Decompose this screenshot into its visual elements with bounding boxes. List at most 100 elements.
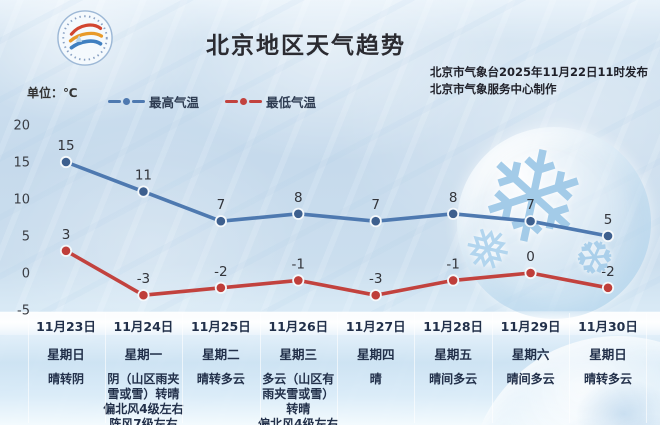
high-temp-point xyxy=(447,207,460,220)
temp-value-label: -3 xyxy=(137,271,150,287)
high-temp-point xyxy=(137,185,150,198)
high-temp-point xyxy=(601,229,615,243)
y-axis-tick: 10 xyxy=(13,193,30,208)
y-axis-tick: -5 xyxy=(17,304,30,316)
beijing-meteorological-service-logo-icon xyxy=(57,10,113,66)
low-temp-point xyxy=(59,244,73,257)
legend-label: 最低气温 xyxy=(266,95,317,110)
column-separator xyxy=(646,313,647,423)
weekday-label: 星期三 xyxy=(279,347,318,362)
temp-value-label: 8 xyxy=(294,190,303,206)
y-axis-tick: 15 xyxy=(13,156,30,171)
weather-line: 晴间多云 xyxy=(429,372,478,386)
chart-legend: 最高气温 最低气温 xyxy=(108,92,316,111)
weather-description: 晴转多云 xyxy=(178,372,264,387)
snow-globe-decoration: ❄ ❅ ❆ xyxy=(456,114,651,319)
weather-description: 晴转阴 xyxy=(23,372,109,387)
temp-value-label: 11 xyxy=(135,168,152,184)
date-label: 11月29日 xyxy=(500,319,561,334)
high-temp-point xyxy=(59,155,73,169)
weather-line: 雨夹雪或雪） xyxy=(262,387,335,401)
date-label: 11月24日 xyxy=(113,319,174,334)
weather-description: 晴间多云 xyxy=(410,372,496,387)
column-separator xyxy=(182,313,184,423)
forecast-column: 11月27日 星期四晴 xyxy=(333,316,419,387)
weather-description: 晴转多云 xyxy=(565,372,651,387)
weather-description: 晴间多云 xyxy=(488,372,574,387)
weather-description: 晴 xyxy=(333,372,419,387)
temp-value-label: -1 xyxy=(292,256,305,272)
column-separator xyxy=(491,313,493,423)
forecast-column: 11月26日 星期三多云（山区有 雨夹雪或雪） 转晴 偏北风4级左右 xyxy=(255,316,341,425)
forecast-column: 11月28日 星期五晴间多云 xyxy=(410,316,496,387)
temp-value-label: -3 xyxy=(369,271,382,287)
high-temp-point xyxy=(292,207,305,220)
temp-value-label: 8 xyxy=(449,190,458,206)
weather-line: 转晴 xyxy=(286,402,311,416)
temp-value-label: 7 xyxy=(217,197,226,213)
unit-label: 单位：℃ xyxy=(27,86,78,100)
low-temp-point xyxy=(214,281,227,294)
column-separator xyxy=(104,313,106,423)
high-temp-line xyxy=(64,160,610,238)
weather-line: 多云（山区有 xyxy=(262,372,335,386)
temp-value-label: 3 xyxy=(62,227,71,243)
weekday-label: 星期一 xyxy=(124,347,163,362)
weather-line: 晴 xyxy=(369,372,382,386)
low-temp-point xyxy=(601,281,615,294)
weather-line: 阵风7级左右 xyxy=(109,417,178,425)
temp-value-label: 5 xyxy=(604,212,613,228)
weather-description: 多云（山区有 雨夹雪或雪） 转晴 偏北风4级左右 xyxy=(255,372,341,425)
weather-line: 雪或雪）转晴 xyxy=(107,387,180,401)
weekday-label: 星期日 xyxy=(589,347,627,362)
temp-value-label: -2 xyxy=(601,264,614,280)
forecast-column: 11月30日 星期日晴转多云 xyxy=(565,316,651,387)
weekday-label: 星期六 xyxy=(511,347,550,362)
column-separator xyxy=(337,313,338,423)
date-label: 11月30日 xyxy=(578,319,638,334)
high-temp-point xyxy=(524,215,537,228)
weather-line: 偏北风4级左右 xyxy=(103,402,184,416)
date-label: 11月27日 xyxy=(345,319,406,334)
column-separator xyxy=(28,313,29,423)
y-axis-tick: 5 xyxy=(22,230,30,245)
temp-value-label: 7 xyxy=(371,197,380,213)
forecast-column: 11月25日 星期二 晴转多云 xyxy=(178,316,264,387)
low-temp-point xyxy=(447,274,460,287)
weather-line: 偏北风4级左右 xyxy=(258,417,339,425)
low-temp-point xyxy=(292,274,305,287)
forecast-column: 11月29日 星期六晴间多云 xyxy=(488,316,574,387)
low-temp-point xyxy=(369,289,382,302)
column-separator xyxy=(259,313,261,423)
low-temp-point xyxy=(137,289,150,302)
weather-description: 阴（山区雨夹 雪或雪）转晴 偏北风4级左右 阵风7级左右 xyxy=(100,372,186,425)
weather-line: 晴转阴 xyxy=(47,372,84,386)
temperature-trend-chart: 20 15 10 5 0 -5 15 11 7 8 7 8 7 5 3 -3 -2 -1 -3 -1 0 -2 xyxy=(13,119,615,316)
forecast-column: 11月23日 星期日 晴转阴 xyxy=(23,316,109,387)
high-temp-point xyxy=(369,215,382,228)
high-temp-point xyxy=(214,215,227,228)
issuer-line2: 北京市气象服务中心制作 xyxy=(430,82,557,96)
weather-line: 阴（山区雨夹 xyxy=(107,372,180,386)
high-temp-line-icon xyxy=(108,98,145,105)
weather-line: 晴转多云 xyxy=(583,372,632,386)
temp-value-label: 15 xyxy=(57,138,74,154)
temp-value-label: 0 xyxy=(526,249,535,265)
issuer-line1: 北京市气象台2025年11月22日11时发布 xyxy=(430,65,649,79)
weekday-label: 星期五 xyxy=(434,347,472,362)
date-label: 11月28日 xyxy=(423,319,484,334)
legend-item-high: 最高气温 xyxy=(108,92,199,111)
date-band-highlight xyxy=(0,311,660,335)
weather-line: 晴间多云 xyxy=(506,372,555,386)
date-label: 11月26日 xyxy=(268,319,329,334)
column-separator xyxy=(414,313,416,423)
temp-value-label: -1 xyxy=(446,256,459,272)
page-title: 北京地区天气趋势 xyxy=(206,33,406,59)
y-axis-tick: 20 xyxy=(13,119,30,134)
legend-label: 最高气温 xyxy=(149,95,200,110)
forecast-column: 11月24日 星期一阴（山区雨夹 雪或雪）转晴 偏北风4级左右 阵风7级左右 xyxy=(100,316,186,425)
weather-line: 晴转多云 xyxy=(196,372,245,386)
temp-value-label: -2 xyxy=(214,264,227,280)
y-axis-tick: 0 xyxy=(22,267,30,282)
date-label: 11月25日 xyxy=(190,319,251,334)
